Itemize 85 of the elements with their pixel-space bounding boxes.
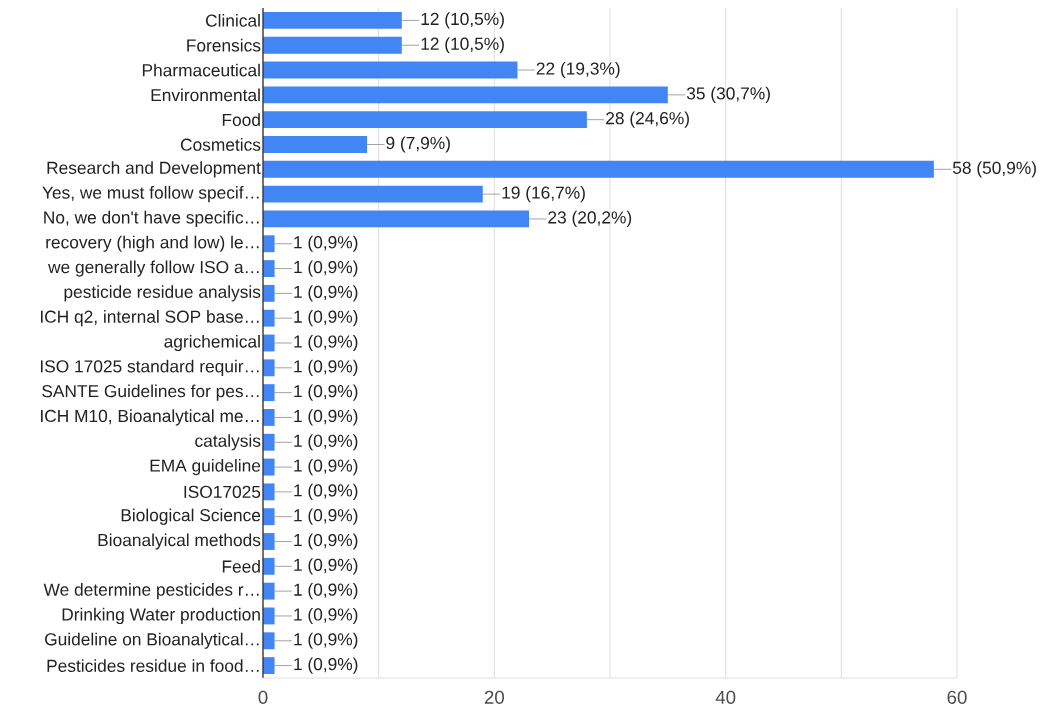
bar: [263, 607, 275, 625]
data-label: 19 (16,7%): [502, 186, 585, 203]
data-label: 1 (0,9%): [294, 384, 358, 401]
y-tick-label: recovery (high and low) le…: [46, 235, 259, 252]
y-tick-label: Guideline on Bioanalytical…: [45, 632, 259, 649]
y-tick-label: ICH q2, internal SOP base…: [40, 310, 259, 327]
y-tick-label: Drinking Water production: [62, 607, 260, 625]
data-label: 28 (24,6%): [606, 111, 689, 128]
bar: [263, 384, 275, 402]
data-label: 1 (0,9%): [294, 657, 358, 674]
bar: [263, 632, 275, 650]
data-label: 12 (10,5%): [421, 37, 504, 54]
y-tick-label: we generally follow ISO a…: [48, 260, 259, 277]
data-label: 1 (0,9%): [294, 533, 358, 550]
y-tick-label: Environmental: [151, 88, 260, 102]
bar: [263, 309, 275, 327]
data-label: 1 (0,9%): [294, 409, 358, 426]
data-label: 1 (0,9%): [294, 434, 358, 451]
x-tick-label: 20: [484, 690, 504, 704]
bar: [263, 235, 275, 253]
data-label: 1 (0,9%): [294, 285, 358, 302]
bar: [263, 483, 275, 501]
bar: [263, 657, 275, 675]
data-label: 22 (19,3%): [536, 61, 620, 79]
bar: [263, 533, 275, 550]
bar: [263, 284, 275, 302]
data-label: 1 (0,9%): [294, 235, 358, 252]
bar: [263, 409, 275, 426]
y-tick-label: We determine pesticides r…: [43, 583, 259, 600]
data-label: 1 (0,9%): [294, 458, 358, 476]
data-label: 1 (0,9%): [294, 558, 358, 575]
data-label: 1 (0,9%): [294, 583, 358, 600]
data-label: 1 (0,9%): [294, 310, 358, 327]
y-tick-label: Research and Development: [47, 161, 261, 178]
data-label: 1 (0,9%): [294, 359, 358, 376]
x-tick-label: 0: [258, 690, 268, 704]
y-tick-label: SANTE Guidelines for pes…: [42, 384, 259, 401]
y-tick-label: Pesticides residue in food…: [47, 659, 259, 672]
data-label: 1 (0,9%): [294, 607, 358, 625]
y-tick-label: Yes, we must follow specif…: [42, 186, 259, 203]
bar: [263, 260, 275, 277]
bar: [263, 582, 275, 600]
x-tick-label: 40: [715, 690, 736, 704]
y-tick-label: Cosmetics: [180, 138, 261, 151]
data-label: 12 (10,5%): [421, 12, 504, 29]
data-label: 35 (30,7%): [686, 86, 770, 103]
y-tick-label: Pharmaceutical: [142, 63, 260, 77]
bar: [263, 458, 275, 476]
bar: [263, 508, 275, 526]
data-label: 23 (20,2%): [548, 210, 632, 228]
bar: [263, 557, 275, 575]
y-tick-label: Forensics: [187, 38, 261, 52]
y-tick-label: Feed: [222, 559, 260, 573]
y-tick-label: No, we don't have specific…: [44, 210, 259, 228]
bar: [263, 136, 368, 153]
data-label: 1 (0,9%): [294, 260, 358, 277]
data-label: 1 (0,9%): [294, 632, 358, 649]
y-tick-label: ISO17025: [184, 485, 261, 499]
y-tick-label: Food: [222, 113, 260, 127]
bar: [263, 210, 530, 228]
bar: [263, 36, 402, 54]
bar: [263, 334, 275, 352]
bar: [263, 11, 402, 29]
data-label: 9 (7,9%): [386, 136, 450, 153]
bar: [263, 359, 275, 377]
y-tick-label: agrichemical: [164, 334, 260, 352]
y-tick-label: ISO 17025 standard requir…: [40, 359, 259, 376]
bar: [263, 111, 587, 129]
data-label: 1 (0,9%): [294, 508, 358, 525]
bar: [263, 185, 483, 203]
bar: [263, 61, 518, 79]
bar: [263, 433, 275, 451]
data-label: 1 (0,9%): [294, 483, 358, 500]
x-tick-label: 60: [947, 690, 967, 704]
data-label: 1 (0,9%): [294, 334, 358, 352]
y-tick-label: Biological Science: [121, 508, 261, 525]
y-tick-label: EMA guideline: [150, 458, 261, 476]
y-tick-label: Clinical: [205, 14, 260, 27]
y-tick-label: pesticide residue analysis: [64, 285, 261, 302]
data-label: 58 (50,9%): [952, 161, 1036, 178]
y-tick-label: catalysis: [195, 434, 261, 451]
y-tick-label: ICH M10, Bioanalytical me…: [41, 409, 259, 426]
bar: [263, 160, 934, 178]
y-tick-label: Bioanalyical methods: [98, 533, 261, 550]
bar: [263, 86, 668, 104]
